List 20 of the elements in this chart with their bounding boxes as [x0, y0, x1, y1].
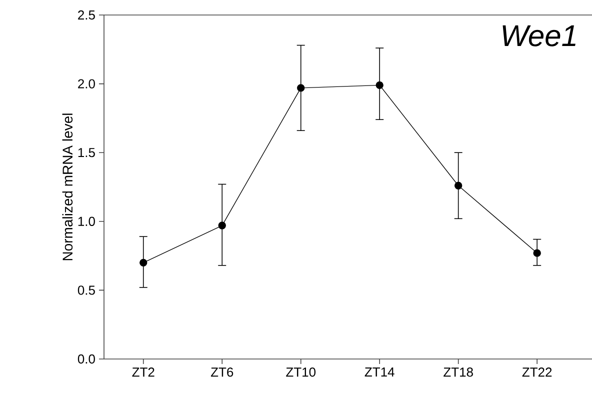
x-tick-label: ZT22 [522, 368, 552, 377]
y-tick-label: 0.0 [78, 354, 95, 364]
point [140, 258, 148, 267]
point [454, 182, 462, 190]
x-tick-label: ZT2 [132, 368, 154, 377]
point [533, 249, 541, 257]
x-tick-label: ZT14 [364, 368, 394, 376]
point [297, 84, 305, 92]
point [376, 81, 384, 90]
x-tick-label: ZT6 [210, 368, 234, 377]
y-axis-title: Normalized mRNA level [62, 114, 73, 260]
chart-title: Wee1 [502, 25, 576, 46]
point [218, 222, 226, 230]
y-tick-label: 1.0 [78, 216, 95, 226]
x-tick-label: ZT10 [286, 368, 316, 377]
y-tick-label: 2.5 [78, 10, 95, 20]
y-tick-label: 1.5 [78, 148, 95, 158]
x-tick-label: ZT18 [444, 368, 473, 377]
y-tick-label: 2.0 [78, 79, 95, 88]
y-tick-label: 0.5 [78, 286, 95, 295]
